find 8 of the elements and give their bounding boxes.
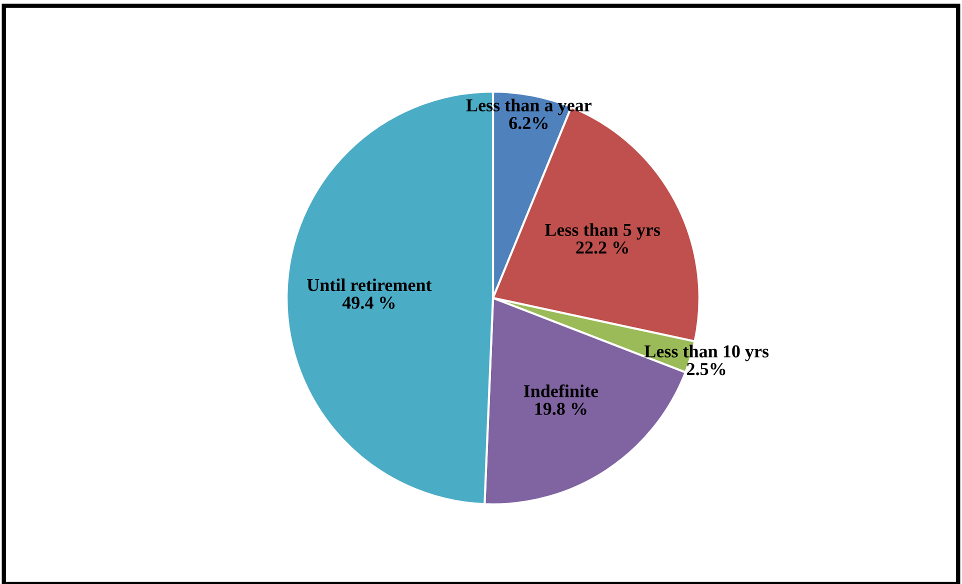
data-label: 2.5% (687, 362, 726, 376)
data-label: 49.4 % (342, 296, 395, 309)
data-label: 19.8 % (535, 402, 586, 415)
data-label: 6.2% (509, 116, 548, 130)
slice-label: Indefinite (524, 384, 598, 398)
slice-label: Until retirement (307, 278, 432, 292)
data-label: 22.2 % (576, 241, 628, 254)
slice-label: Less than 5 yrs (544, 223, 660, 240)
